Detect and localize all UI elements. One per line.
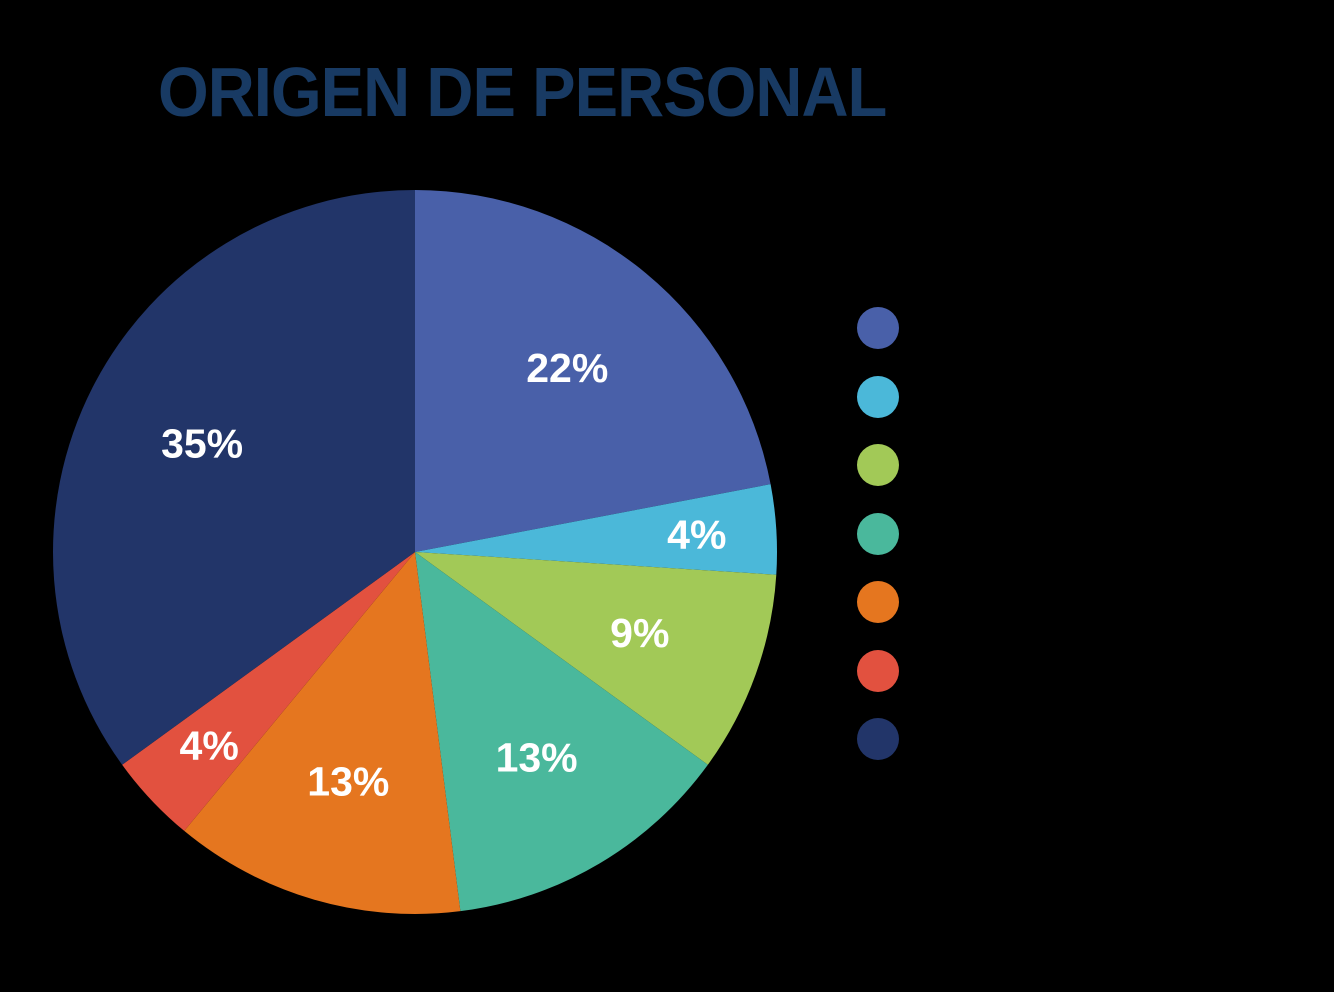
legend-swatch-3 [857,444,899,486]
pie-slice-label-2: 4% [667,511,726,557]
legend-swatch-5 [857,581,899,623]
pie-slice-5 [184,552,461,915]
legend-swatch-7 [857,718,899,760]
pie-slice-7 [53,190,415,765]
legend-swatch-2 [857,375,899,418]
pie-slice-label-4: 13% [496,735,578,781]
pie-slice-6 [122,552,415,831]
pie-slice-label-1: 22% [526,345,608,391]
legend-swatch-6 [857,649,899,692]
chart-title: ORIGEN DE PERSONAL [158,53,887,131]
pie-slice-label-7: 35% [161,421,243,467]
legend-swatch-1 [857,307,899,349]
pie-slice-label-6: 4% [180,722,239,768]
legend-swatch-4 [857,512,899,555]
pie-slice-label-3: 9% [610,610,669,656]
pie-slice-3 [415,552,777,765]
pie-slice-2 [415,484,778,575]
pie-slice-label-5: 13% [307,758,389,804]
pie-slice-1 [415,190,771,552]
pie-slice-4 [415,552,708,912]
